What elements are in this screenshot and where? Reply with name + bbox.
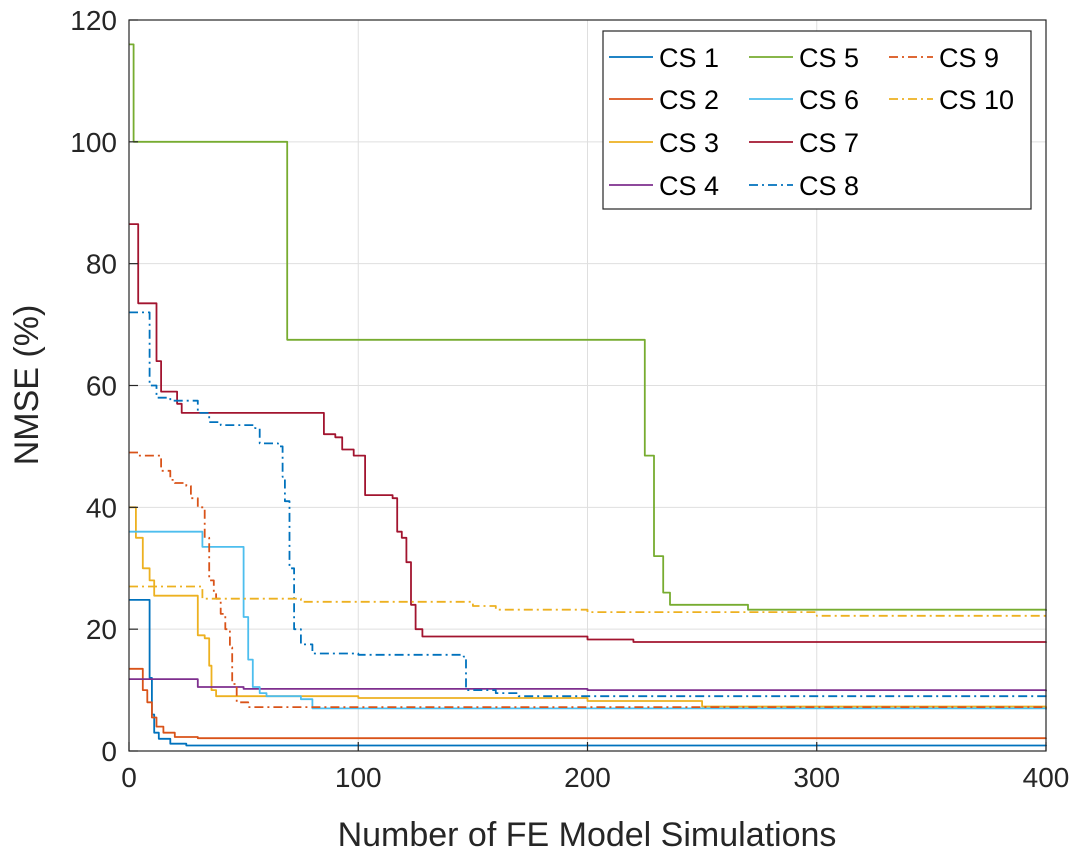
series-layer xyxy=(129,43,1047,747)
y-tick-label: 60 xyxy=(86,371,117,402)
y-tick-label: 40 xyxy=(86,492,117,523)
x-tick-label: 0 xyxy=(121,762,137,793)
series-line-cs-9 xyxy=(129,451,1047,709)
legend-label: CS 8 xyxy=(799,171,859,201)
legend-label: CS 9 xyxy=(939,43,999,73)
y-tick-label: 0 xyxy=(101,736,117,767)
y-tick-label: 20 xyxy=(86,614,117,645)
legend-label: CS 1 xyxy=(659,43,719,73)
series-line-cs-5 xyxy=(129,43,1047,611)
x-axis-title: Number of FE Model Simulations xyxy=(338,816,837,854)
x-tick-label: 400 xyxy=(1023,762,1070,793)
legend-label: CS 4 xyxy=(659,171,719,201)
legend-label: CS 7 xyxy=(799,128,859,158)
x-tick-label: 200 xyxy=(564,762,611,793)
series-line-cs-8 xyxy=(129,311,1047,698)
x-tick-label: 300 xyxy=(793,762,840,793)
legend-label: CS 2 xyxy=(659,85,719,115)
series-line-cs-10 xyxy=(129,585,1047,619)
y-tick-label: 80 xyxy=(86,249,117,280)
legend-box xyxy=(602,30,1032,210)
series-line-cs-3 xyxy=(129,506,1047,709)
legend: CS 1 CS 2 CS 3 CS 4 CS 5 CS 6 CS 7 CS 8 CS 9 CS 1… xyxy=(602,30,1032,210)
legend-label: CS 3 xyxy=(659,128,719,158)
x-tick-label: 100 xyxy=(335,762,382,793)
series-line-cs-1 xyxy=(129,599,1047,747)
legend-label: CS 10 xyxy=(939,85,1014,115)
ticks: 0 100 200 300 400 0 20 40 60 80 100 120 xyxy=(70,5,1069,793)
y-tick-label: 120 xyxy=(70,5,117,36)
series-line-cs-2 xyxy=(129,667,1047,740)
legend-label: CS 5 xyxy=(799,43,859,73)
series-line-cs-4 xyxy=(129,678,1047,692)
y-axis-title: NMSE (%) xyxy=(8,305,46,466)
series-line-cs-6 xyxy=(129,530,1047,710)
series-line-cs-7 xyxy=(129,223,1047,643)
y-tick-label: 100 xyxy=(70,127,117,158)
legend-label: CS 6 xyxy=(799,85,859,115)
